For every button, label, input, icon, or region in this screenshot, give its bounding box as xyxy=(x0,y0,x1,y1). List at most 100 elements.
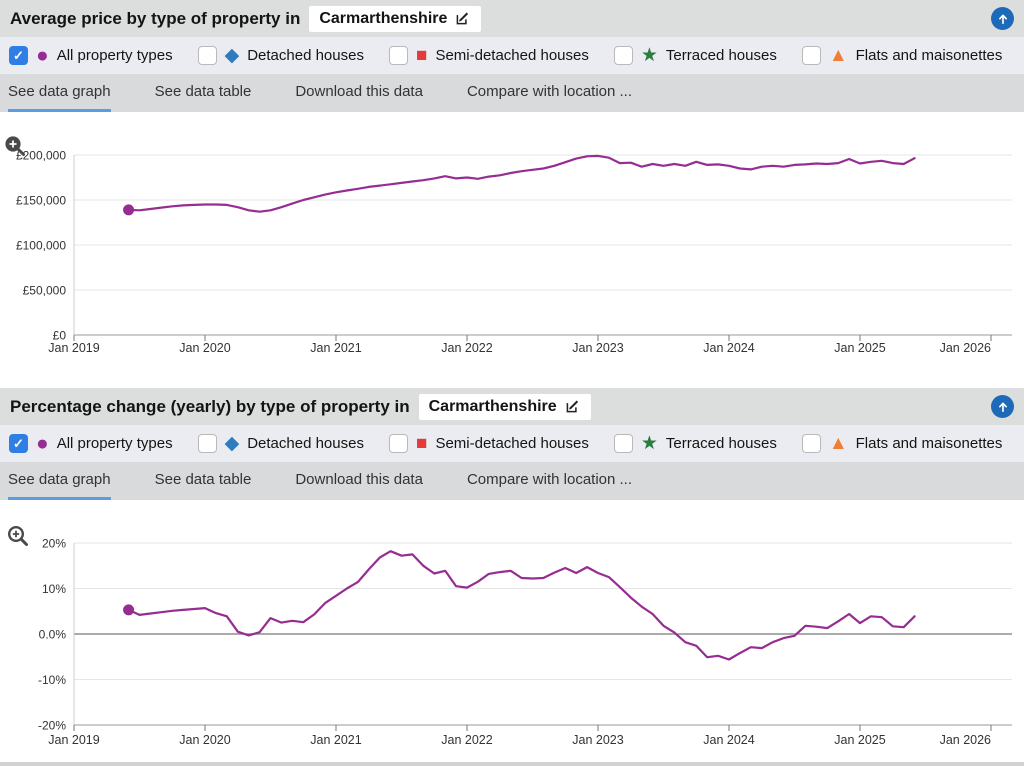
magnifier-plus-icon xyxy=(5,136,25,156)
y-axis-tick-label: £150,000 xyxy=(16,194,66,208)
up-arrow-icon xyxy=(998,402,1007,412)
panel-header: Percentage change (yearly) by type of pr… xyxy=(0,388,1024,425)
x-axis-tick-label: Jan 2019 xyxy=(48,733,99,747)
tab-compare-with-location[interactable]: Compare with location ... xyxy=(466,471,633,488)
checked-checkbox[interactable]: ✓ xyxy=(9,434,28,453)
location-selector[interactable]: Carmarthenshire xyxy=(309,5,482,32)
legend-item-flats-and-maisonettes: ▲ Flats and maisonettes xyxy=(801,433,1003,454)
edit-icon xyxy=(457,12,469,25)
y-axis-tick-label: £200,000 xyxy=(16,149,66,163)
x-axis-tick-label: Jan 2025 xyxy=(834,341,885,355)
legend-label: Semi-detached houses xyxy=(435,47,589,64)
legend-row: ✓ ● All property types ◆ Detached houses ■ Sem… xyxy=(0,37,1024,74)
price-chart-area: £200,000 £150,000 £100,000 £50,000 £0 Jan 201… xyxy=(0,112,1024,377)
unchecked-checkbox[interactable] xyxy=(801,434,821,453)
edit-icon xyxy=(566,400,578,413)
all-property-types-line xyxy=(127,550,916,661)
tab-download-this-data[interactable]: Download this data xyxy=(295,471,423,488)
panel-title: Average price by type of property in xyxy=(10,8,301,28)
tab-see-data-table[interactable]: See data table xyxy=(154,83,252,100)
x-axis-tick-label: Jan 2026 xyxy=(940,341,991,355)
legend-label: Flats and maisonettes xyxy=(855,435,1003,452)
y-axis-tick-label: 0.0% xyxy=(39,628,67,642)
up-arrow-icon xyxy=(998,14,1007,24)
unchecked-checkbox[interactable] xyxy=(613,46,633,65)
triangle-marker-icon: ▲ xyxy=(828,45,848,66)
y-axis-tick-label: 20% xyxy=(42,537,66,551)
legend-row: ✓ ● All property types ◆ Detached houses ■ Sem… xyxy=(0,425,1024,462)
x-axis-tick-label: Jan 2020 xyxy=(179,733,230,747)
x-axis-tick-label: Jan 2022 xyxy=(441,341,492,355)
back-to-top-button[interactable] xyxy=(991,395,1014,418)
panel-title: Percentage change (yearly) by type of pr… xyxy=(10,396,410,416)
diamond-marker-icon: ◆ xyxy=(224,45,240,66)
location-selector[interactable]: Carmarthenshire xyxy=(418,393,591,420)
unchecked-checkbox[interactable] xyxy=(801,46,821,65)
percentage-chart-area: 20% 10% 0.0% -10% -20% Jan 2019 Jan 2020 Jan 20… xyxy=(0,500,1024,769)
y-axis-tick-label: -10% xyxy=(38,673,66,687)
location-label: Carmarthenshire xyxy=(319,9,448,27)
circle-marker-icon: ● xyxy=(36,44,49,67)
legend-label: All property types xyxy=(56,435,173,452)
unchecked-checkbox[interactable] xyxy=(388,434,408,453)
x-axis-tick-label: Jan 2019 xyxy=(48,341,99,355)
series-start-point xyxy=(123,204,135,216)
legend-label: Detached houses xyxy=(247,47,364,64)
unchecked-checkbox[interactable] xyxy=(197,46,217,65)
diamond-marker-icon: ◆ xyxy=(224,433,240,454)
next-section-edge xyxy=(0,762,1024,766)
x-axis-tick-label: Jan 2021 xyxy=(310,733,361,747)
y-axis-tick-label: £100,000 xyxy=(16,239,66,253)
square-marker-icon: ■ xyxy=(415,433,428,454)
all-property-types-line xyxy=(127,154,916,213)
x-axis-tick-label: Jan 2020 xyxy=(179,341,230,355)
x-axis-tick-label: Jan 2023 xyxy=(572,341,623,355)
star-marker-icon: ★ xyxy=(640,45,658,66)
x-axis-tick-label: Jan 2026 xyxy=(940,733,991,747)
tab-see-data-graph[interactable]: See data graph xyxy=(8,462,111,500)
average-price-panel: Average price by type of property in Car… xyxy=(0,0,1024,377)
legend-item-semi-detached-houses: ■ Semi-detached houses xyxy=(388,46,589,65)
legend-item-all-property-types: ✓ ● All property types xyxy=(9,433,173,454)
back-to-top-button[interactable] xyxy=(991,7,1014,30)
x-axis-tick-label: Jan 2025 xyxy=(834,733,885,747)
zoom-in-button[interactable] xyxy=(4,135,26,157)
tab-see-data-table[interactable]: See data table xyxy=(154,471,252,488)
unchecked-checkbox[interactable] xyxy=(197,434,217,453)
circle-marker-icon: ● xyxy=(36,432,49,455)
x-axis-tick-label: Jan 2021 xyxy=(310,341,361,355)
triangle-marker-icon: ▲ xyxy=(828,433,848,454)
x-axis-tick-label: Jan 2023 xyxy=(572,733,623,747)
tab-download-this-data[interactable]: Download this data xyxy=(295,83,423,100)
tab-see-data-graph[interactable]: See data graph xyxy=(8,74,111,112)
legend-item-semi-detached-houses: ■ Semi-detached houses xyxy=(388,433,589,454)
tab-compare-with-location[interactable]: Compare with location ... xyxy=(466,83,633,100)
unchecked-checkbox[interactable] xyxy=(613,434,633,453)
percentage-change-panel: Percentage change (yearly) by type of pr… xyxy=(0,388,1024,769)
legend-label: Semi-detached houses xyxy=(435,435,589,452)
y-axis-tick-label: £50,000 xyxy=(23,284,67,298)
star-marker-icon: ★ xyxy=(640,433,658,454)
tabs-row: See data graph See data table Download thi… xyxy=(0,74,1024,112)
x-axis-tick-label: Jan 2022 xyxy=(441,733,492,747)
legend-item-all-property-types: ✓ ● All property types xyxy=(9,45,173,66)
legend-item-detached-houses: ◆ Detached houses xyxy=(197,45,364,66)
panel-header: Average price by type of property in Car… xyxy=(0,0,1024,37)
unchecked-checkbox[interactable] xyxy=(388,46,408,65)
series-start-point xyxy=(123,604,135,616)
checked-checkbox[interactable]: ✓ xyxy=(9,46,28,65)
legend-label: Flats and maisonettes xyxy=(855,47,1003,64)
percentage-change-chart: 20% 10% 0.0% -10% -20%Jan 2019 Jan 2020 Jan 20… xyxy=(38,537,1012,747)
legend-label: Terraced houses xyxy=(665,435,777,452)
location-label: Carmarthenshire xyxy=(428,397,557,415)
x-axis-tick-label: Jan 2024 xyxy=(703,341,754,355)
legend-label: Detached houses xyxy=(247,435,364,452)
legend-item-detached-houses: ◆ Detached houses xyxy=(197,433,364,454)
tabs-row: See data graph See data table Download thi… xyxy=(0,462,1024,500)
legend-label: All property types xyxy=(56,47,173,64)
y-axis-tick-label: 10% xyxy=(42,582,66,596)
zoom-in-button[interactable] xyxy=(7,525,29,547)
y-axis-tick-label: -20% xyxy=(38,719,66,733)
legend-item-flats-and-maisonettes: ▲ Flats and maisonettes xyxy=(801,45,1003,66)
